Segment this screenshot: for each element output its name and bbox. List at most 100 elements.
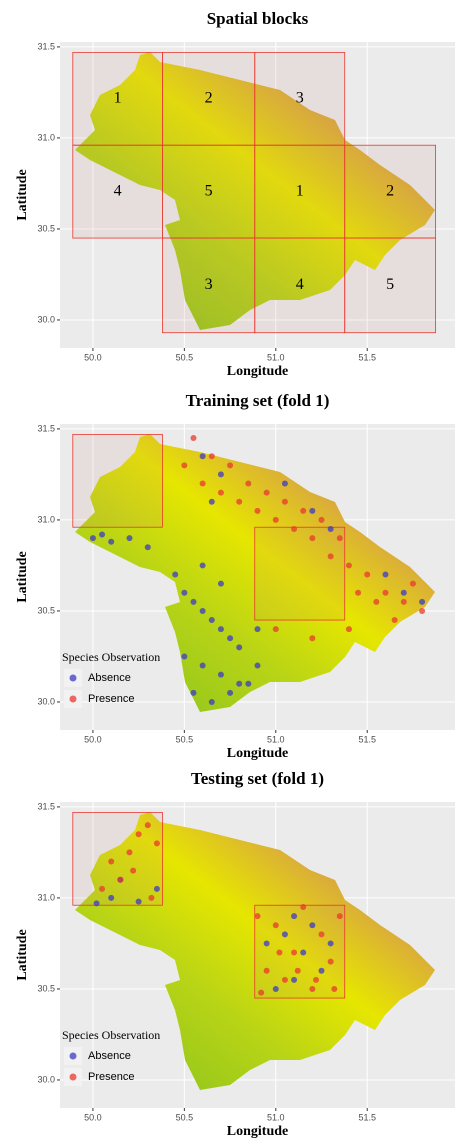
block-label: 3 [205,276,213,293]
x-tick-label: 51.5 [358,1112,376,1122]
observation-point [217,671,224,678]
observation-point [181,653,188,660]
block-label: 4 [114,182,122,199]
observation-point [181,462,188,469]
block [72,144,163,239]
observation-point [309,985,316,992]
x-tick-label: 51.0 [267,734,285,744]
observation-point [300,949,307,956]
y-tick-label: 30.5 [37,223,55,233]
observation-point [419,598,426,605]
observation-point [291,913,298,920]
observation-point [153,840,160,847]
legend-swatch [69,1073,77,1081]
observation-point [291,526,298,533]
observation-point [263,940,270,947]
observation-point [144,544,151,551]
observation-point [199,607,206,614]
observation-point [382,571,389,578]
observation-point [245,680,252,687]
observation-point [181,589,188,596]
observation-point [144,822,151,829]
block [162,51,256,146]
observation-point [309,922,316,929]
observation-point [89,535,96,542]
observation-point [117,876,124,883]
observation-point [254,507,261,514]
observation-point [227,635,234,642]
observation-point [199,453,206,460]
observation-point [263,967,270,974]
observation-point [318,516,325,523]
legend-swatch [69,1052,77,1060]
panel: Testing set (fold 1) 50.0 50.5 51.0 51.5 30.0… [15,769,455,1139]
block [344,237,437,334]
x-axis-label: Longitude [227,746,288,761]
chart-title: Testing set (fold 1) [191,769,324,788]
y-tick-label: 30.0 [37,1074,55,1084]
block-label: 1 [114,89,122,106]
y-axis-label: Latitude [15,169,30,220]
y-tick-label: 31.5 [37,801,55,811]
observation-point [148,894,155,901]
panel: Training set (fold 1) 50.0 50.5 51.0 51.5 30.… [15,391,455,761]
observation-point [391,617,398,624]
x-axis-label: Longitude [227,364,288,379]
observation-point [217,580,224,587]
legend-swatch [69,695,77,703]
block-label: 3 [296,89,304,106]
x-tick-label: 51.0 [267,352,285,362]
y-axis-label: Latitude [15,551,30,602]
observation-point [327,526,334,533]
legend-title: Species Observation [62,1028,160,1042]
observation-point [254,626,261,633]
y-tick-label: 30.5 [37,983,55,993]
observation-point [99,531,106,538]
block [72,433,163,528]
block [162,144,256,239]
observation-point [190,598,197,605]
y-tick-label: 31.5 [37,41,55,51]
block [344,144,437,239]
observation-point [409,580,416,587]
observation-point [227,689,234,696]
block-label: 5 [205,182,213,199]
legend-swatch [69,674,77,682]
observation-point [254,662,261,669]
observation-point [208,617,215,624]
x-tick-label: 50.5 [176,734,194,744]
observation-point [281,931,288,938]
observation-point [217,489,224,496]
observation-point [126,535,133,542]
observation-point [263,489,270,496]
x-tick-label: 51.0 [267,1112,285,1122]
observation-point [172,571,179,578]
observation-point [208,498,215,505]
observation-point [300,507,307,514]
observation-point [236,498,243,505]
observation-point [419,607,426,614]
observation-point [281,480,288,487]
observation-point [126,849,133,856]
observation-point [217,471,224,478]
block [162,237,256,334]
legend-label: Presence [88,1071,134,1083]
observation-point [276,949,283,956]
x-tick-label: 50.0 [84,734,102,744]
observation-point [130,867,137,874]
legend-label: Absence [88,1050,131,1062]
observation-point [135,898,142,905]
observation-point [272,516,279,523]
observation-point [199,480,206,487]
legend-title: Species Observation [62,650,160,664]
observation-point [272,922,279,929]
observation-point [199,562,206,569]
chart-title: Spatial blocks [207,9,309,28]
observation-point [382,589,389,596]
block-label: 5 [386,276,394,293]
x-tick-label: 50.0 [84,1112,102,1122]
block-label: 2 [386,182,394,199]
observation-point [236,680,243,687]
observation-point [294,967,301,974]
